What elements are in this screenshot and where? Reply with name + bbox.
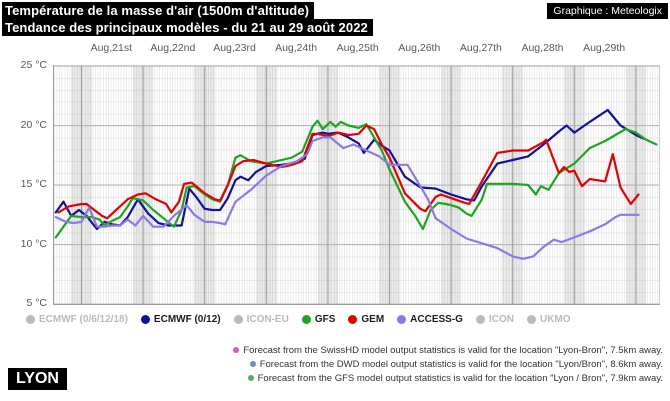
legend-label: GEM <box>361 314 385 325</box>
legend-dot-icon <box>233 315 243 324</box>
location-badge: LYON <box>8 368 67 390</box>
legend-dot-icon <box>397 315 407 324</box>
ytick-10: 10 °C <box>20 237 47 250</box>
legend-dot-icon <box>348 315 358 324</box>
ytick-25: 25 °C <box>20 59 47 71</box>
legend-dot-icon <box>526 315 536 324</box>
ytick-5: 5 °C <box>26 297 47 309</box>
legend-item-icon[interactable]: ICON <box>475 314 514 325</box>
footnote-text: Forecast from the SwissHD model output s… <box>243 345 663 356</box>
day-label-aug-29th: Aug,29th <box>583 42 626 54</box>
footnote-bullet-icon <box>233 347 240 353</box>
day-label-aug-27th: Aug,27th <box>459 42 502 54</box>
chart-title-line1: Température de la masse d'air (1500m d'a… <box>2 2 315 19</box>
ytick-15: 15 °C <box>20 178 47 190</box>
series-line-gfs <box>54 119 658 239</box>
footnote-text: Forecast from the DWD model output stati… <box>259 359 663 370</box>
chart-title-line2: Tendance des principaux modèles - du 21 … <box>2 19 373 36</box>
legend-item-ecmwf-0-6-12-18[interactable]: ECMWF (0/6/12/18) <box>26 314 128 325</box>
legend-label: ACCESS-G <box>410 314 463 325</box>
legend-label: UKMO <box>539 314 571 325</box>
model-legend: ECMWF (0/6/12/18) ECMWF (0/12) ICON-EU GFS G… <box>26 314 571 325</box>
legend-label: ECMWF (0/6/12/18) <box>39 314 128 325</box>
day-label-aug-26th: Aug,26th <box>398 42 441 54</box>
footnote-text: Forecast from the GFS model output stati… <box>257 373 663 384</box>
legend-dot-icon <box>475 315 485 324</box>
day-label-aug-24th: Aug,24th <box>275 42 318 54</box>
legend-label: GFS <box>314 314 336 325</box>
footnote-bullet-icon <box>247 375 254 381</box>
day-label-aug-22nd: Aug,22nd <box>150 42 196 54</box>
legend-dot-icon <box>301 315 311 324</box>
legend-dot-icon <box>140 315 150 324</box>
legend-item-icon-eu[interactable]: ICON-EU <box>233 314 289 325</box>
legend-label: ICON-EU <box>246 314 289 325</box>
day-label-aug-21st: Aug,21st <box>90 42 133 54</box>
legend-label: ECMWF (0/12) <box>153 314 221 325</box>
legend-item-ukmo[interactable]: UKMO <box>526 314 571 325</box>
footnote: Forecast from the GFS model output stati… <box>233 372 663 386</box>
legend-label: ICON <box>488 314 514 325</box>
legend-item-access-g[interactable]: ACCESS-G <box>397 314 463 325</box>
footnotes: Forecast from the SwissHD model output s… <box>233 344 663 386</box>
chart-lines-svg <box>54 66 659 304</box>
day-label-aug-28th: Aug,28th <box>521 42 564 54</box>
footnote-bullet-icon <box>249 361 256 367</box>
day-label-aug-23rd: Aug,23rd <box>213 42 256 54</box>
series-line-access-g <box>54 136 640 260</box>
chart-title: Température de la masse d'air (1500m d'a… <box>2 2 373 36</box>
legend-item-ecmwf-0-12[interactable]: ECMWF (0/12) <box>140 314 221 325</box>
ytick-20: 20 °C <box>20 118 47 131</box>
legend-item-gem[interactable]: GEM <box>348 314 384 325</box>
day-label-aug-25th: Aug,25th <box>336 42 379 54</box>
footnote: Forecast from the SwissHD model output s… <box>233 344 663 358</box>
legend-item-gfs[interactable]: GFS <box>301 314 336 325</box>
legend-dot-icon <box>26 315 35 324</box>
series-line-ecmwf-0-12 <box>54 108 645 231</box>
footnote: Forecast from the DWD model output stati… <box>233 358 663 372</box>
source-badge: Graphique : Meteologix <box>547 3 668 19</box>
chart-plot-area[interactable] <box>53 65 660 305</box>
series-line-gem <box>57 124 640 220</box>
